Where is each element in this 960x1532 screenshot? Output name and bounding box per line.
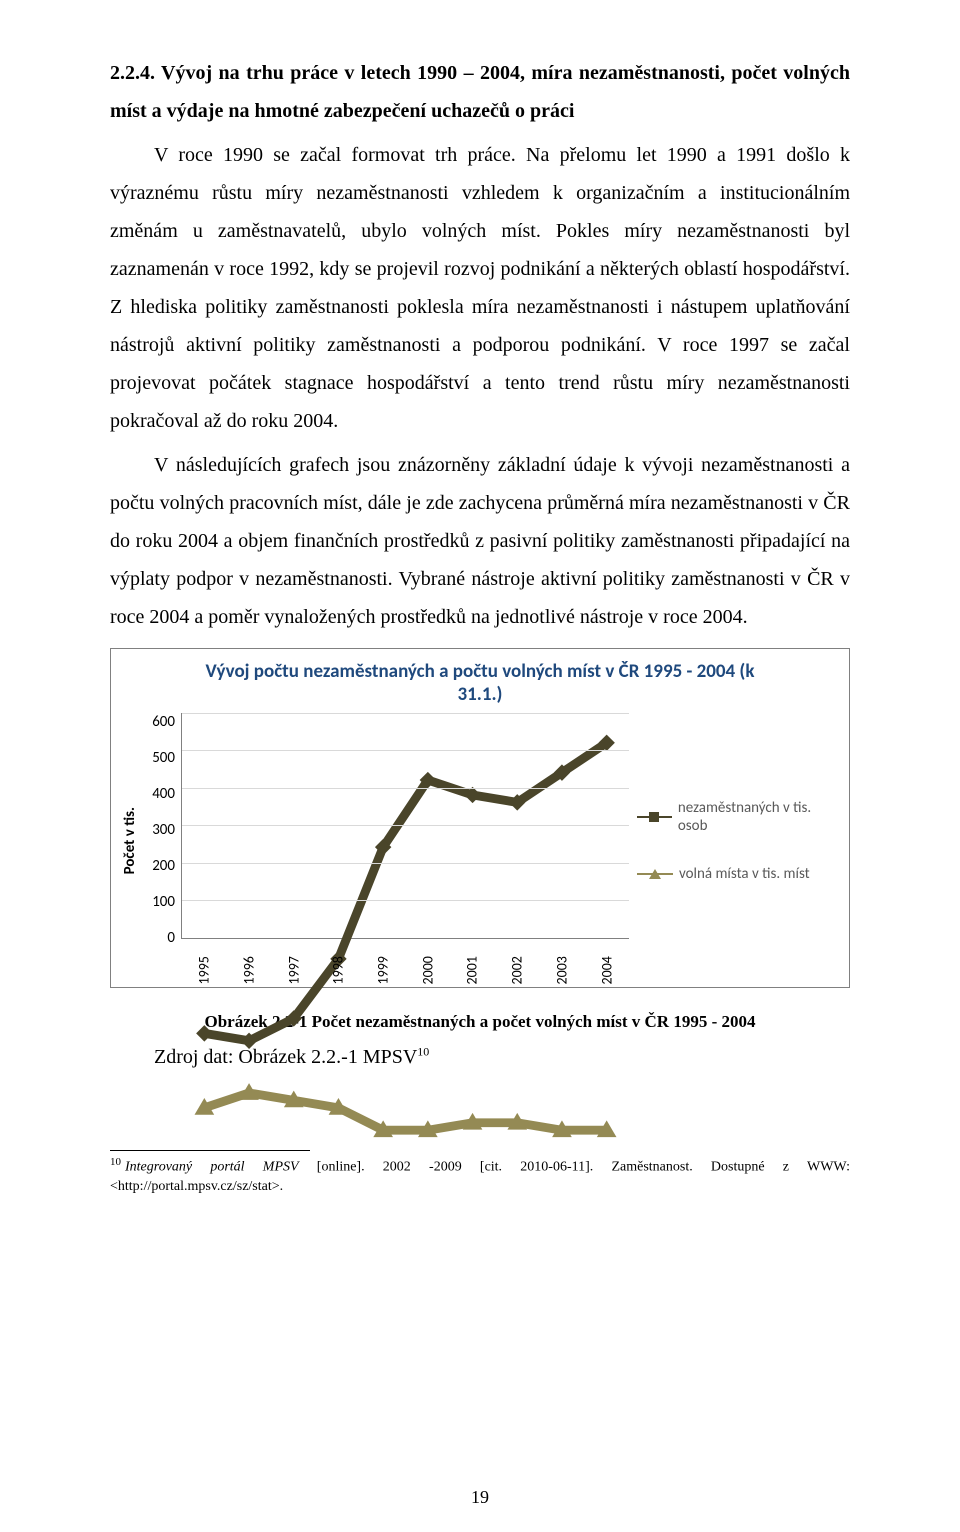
y-tick: 400 — [152, 785, 175, 803]
x-tick: 1997 — [285, 970, 302, 984]
series-marker — [196, 1025, 212, 1041]
chart-x-axis: 1995 1996 1997 1998 1999 2000 2001 2002 2003 2004 — [182, 969, 629, 986]
chart-container: Vývoj počtu nezaměstnaných a počtu volný… — [110, 648, 850, 988]
chart-y-label: Počet v tis. — [121, 807, 139, 874]
paragraph-1: V roce 1990 se začal formovat trh práce.… — [110, 136, 850, 440]
footnote-number: 10 — [110, 1156, 121, 1168]
x-tick: 1999 — [375, 970, 392, 984]
page-number: 19 — [0, 1487, 960, 1508]
footnote: 10Integrovaný portál MPSV [online]. 2002… — [110, 1155, 850, 1196]
chart-plot: 1995199619971998199920002001200220032004 — [181, 713, 629, 969]
legend-item: volná místa v tis. míst — [637, 865, 839, 883]
gridline — [182, 825, 629, 826]
gridline — [182, 863, 629, 864]
x-tick: 2003 — [553, 970, 570, 984]
gridline — [182, 750, 629, 751]
x-tick: 2000 — [419, 970, 436, 984]
x-tick: 2002 — [509, 970, 526, 984]
x-tick: 1995 — [196, 970, 213, 984]
legend-line-icon — [637, 873, 673, 875]
gridline — [182, 900, 629, 901]
x-tick: 1996 — [241, 970, 258, 984]
chart-body: Počet v tis. 600 500 400 300 200 100 0 1995199… — [121, 713, 839, 969]
section-heading: 2.2.4. Vývoj na trhu práce v letech 1990… — [110, 54, 850, 130]
x-tick: 2001 — [464, 970, 481, 984]
y-tick: 300 — [152, 821, 175, 839]
legend-item: nezaměstnaných v tis. osob — [637, 799, 839, 835]
legend-label: nezaměstnaných v tis. osob — [678, 799, 839, 835]
gridline — [182, 788, 629, 789]
y-tick: 500 — [152, 749, 175, 767]
chart-plot-area: 1995199619971998199920002001200220032004 — [181, 713, 629, 939]
legend-label: volná místa v tis. míst — [679, 865, 810, 883]
series-line — [204, 1093, 606, 1130]
x-tick: 2004 — [598, 970, 615, 984]
footnote-italic: Integrovaný portál MPSV — [125, 1160, 299, 1175]
paragraph-2: V následujících grafech jsou znázorněny … — [110, 446, 850, 636]
y-tick: 600 — [152, 713, 175, 731]
chart-lines — [182, 713, 629, 1160]
legend-marker-icon — [649, 869, 661, 879]
y-tick: 0 — [167, 929, 175, 947]
x-tick: 1998 — [330, 970, 347, 984]
gridline — [182, 713, 629, 714]
chart-title: Vývoj počtu nezaměstnaných a počtu volný… — [200, 661, 760, 707]
y-tick: 100 — [152, 893, 175, 911]
y-tick: 200 — [152, 857, 175, 875]
chart-y-axis: 600 500 400 300 200 100 0 — [141, 713, 181, 969]
legend-marker-icon — [649, 812, 659, 822]
chart-legend: nezaměstnaných v tis. osob volná místa v … — [629, 713, 839, 969]
legend-line-icon — [637, 816, 672, 818]
